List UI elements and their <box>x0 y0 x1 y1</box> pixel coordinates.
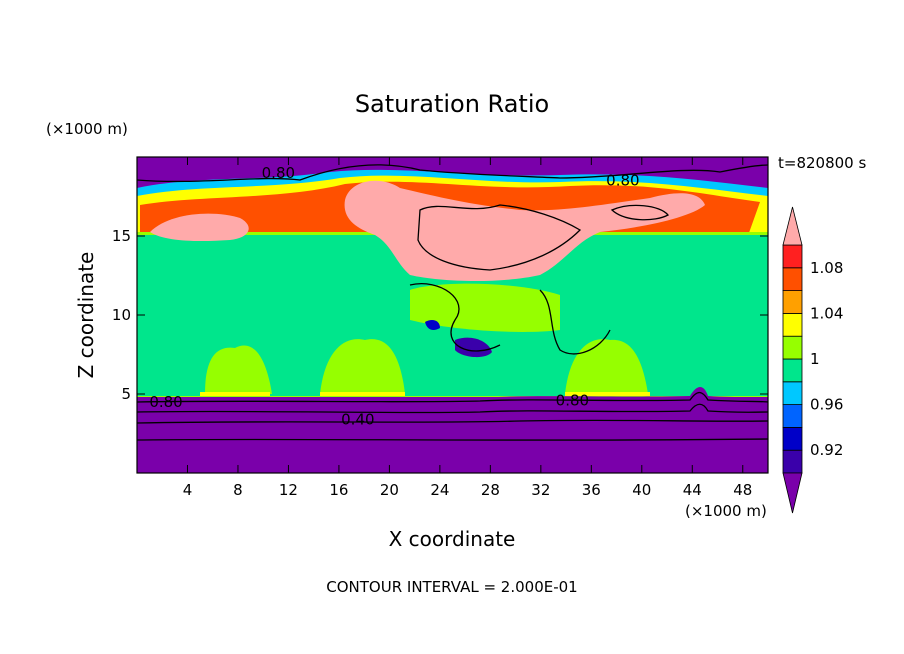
x-tick-label-3: 16 <box>329 481 348 499</box>
colorbar-box-6 <box>782 312 803 337</box>
colorbar-label-3: 1.04 <box>810 304 843 322</box>
contour-line-top <box>137 164 768 183</box>
colorbar-label-2: 1 <box>810 350 820 368</box>
x-tick-label-9: 40 <box>632 481 651 499</box>
colorbar-box-4 <box>782 358 803 383</box>
x-tick-label-2: 12 <box>279 481 298 499</box>
x-tick-label-11: 48 <box>733 481 752 499</box>
yellow-strip-left <box>200 392 270 396</box>
y-axis: 5 10 15 <box>112 227 768 403</box>
colorbar-label-1: 0.96 <box>810 396 843 414</box>
colorbar-box-8 <box>782 267 803 291</box>
x-tick-label-10: 44 <box>683 481 702 499</box>
y-tick-label-1: 10 <box>112 306 131 324</box>
x-tick-label-6: 28 <box>481 481 500 499</box>
y-tick-label-2: 15 <box>112 227 131 245</box>
green-plume-left <box>205 345 272 394</box>
x-axis: 4 8 12 16 20 24 28 32 36 40 44 48 <box>183 157 752 499</box>
x-unit-label: (×1000 m) <box>685 502 767 520</box>
green-patch-top <box>410 283 560 332</box>
yellow-strip-mid <box>320 392 405 396</box>
colorbar-box-7 <box>782 290 803 314</box>
contour-line-mid-2 <box>539 289 611 355</box>
colorbar-box-5 <box>782 335 803 360</box>
colorbar-box-2 <box>782 404 803 428</box>
contour-label-1: 0.80 <box>606 172 639 190</box>
contour-line-lower-2 <box>137 403 768 414</box>
contour-line-lower-3 <box>137 419 768 424</box>
x-tick-label-1: 8 <box>233 481 243 499</box>
contour-line-lower-4 <box>137 438 768 441</box>
chart-title: Saturation Ratio <box>355 90 549 118</box>
contour-lines <box>137 164 768 441</box>
contour-line-small-loop <box>610 204 669 221</box>
contour-label-0: 0.80 <box>262 164 295 182</box>
colorbar-box-1 <box>782 426 803 451</box>
y-tick-label-0: 5 <box>121 385 131 403</box>
contour-label-4: 0.40 <box>341 410 374 428</box>
colorbar-label-4: 1.08 <box>810 259 843 277</box>
contour-line-mid-1 <box>409 283 501 352</box>
colorbar-upper-extend <box>782 206 803 246</box>
band-bottom-purple <box>137 387 768 473</box>
contour-label-2: 0.80 <box>149 393 182 411</box>
green-plume-right <box>565 339 648 394</box>
blue-spot <box>455 337 492 358</box>
contour-label-3: 0.80 <box>556 391 589 409</box>
x-tick-label-7: 32 <box>531 481 550 499</box>
contour-line-lower-1 <box>137 391 768 403</box>
colorbar: 0.92 0.96 1 1.04 1.08 <box>782 206 843 514</box>
colorbar-label-0: 0.92 <box>810 441 843 459</box>
contour-interval-footer: CONTOUR INTERVAL = 2.000E-01 <box>326 578 577 596</box>
x-tick-label-0: 4 <box>183 481 193 499</box>
green-plume-mid <box>320 339 405 394</box>
colorbar-box-0 <box>782 449 803 474</box>
plot-area: 0.80 0.80 0.80 0.80 0.40 <box>137 157 768 473</box>
y-unit-label: (×1000 m) <box>46 120 128 138</box>
x-axis-title: X coordinate <box>389 527 516 551</box>
colorbar-box-3 <box>782 381 803 405</box>
x-tick-label-8: 36 <box>582 481 601 499</box>
contour-label-layer: 0.80 0.80 0.80 0.80 0.40 <box>149 164 639 428</box>
blue-spot-small <box>425 320 440 330</box>
colorbar-lower-extend <box>782 472 803 514</box>
x-tick-label-4: 20 <box>380 481 399 499</box>
colorbar-box-9 <box>782 244 803 269</box>
contour-line-upper-region <box>417 204 582 271</box>
y-axis-title: Z coordinate <box>74 252 98 379</box>
yellow-strip-right <box>565 392 650 396</box>
x-tick-label-5: 24 <box>430 481 449 499</box>
pink-region-left <box>150 213 249 242</box>
time-label: t=820800 s <box>778 154 866 172</box>
